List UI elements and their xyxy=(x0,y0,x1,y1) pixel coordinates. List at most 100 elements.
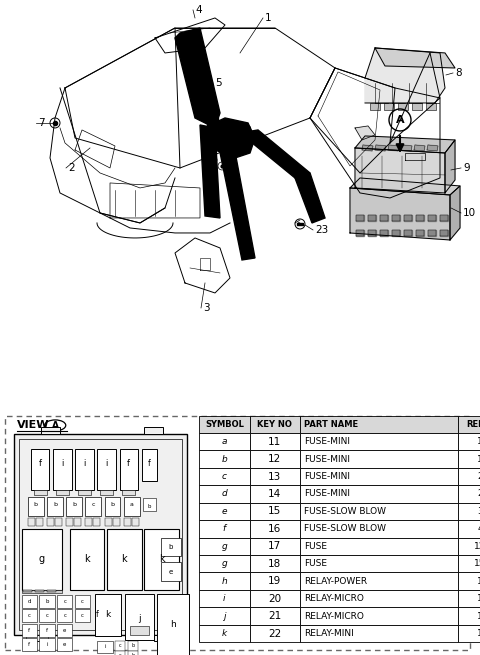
Bar xyxy=(157,593,189,655)
Bar xyxy=(250,433,300,451)
Bar xyxy=(458,415,480,433)
Bar xyxy=(36,518,43,526)
Text: 10A: 10A xyxy=(477,594,480,603)
Text: c: c xyxy=(81,599,84,604)
Text: c: c xyxy=(92,502,95,507)
Bar xyxy=(22,624,37,637)
Bar xyxy=(124,496,140,516)
Text: g: g xyxy=(39,554,45,564)
Text: A: A xyxy=(52,421,59,430)
Polygon shape xyxy=(240,130,310,178)
Polygon shape xyxy=(392,215,400,221)
Bar xyxy=(34,491,47,495)
Polygon shape xyxy=(428,230,436,236)
Bar xyxy=(384,103,394,110)
Text: e: e xyxy=(63,642,67,647)
Bar xyxy=(22,590,62,593)
Polygon shape xyxy=(440,215,448,221)
Bar xyxy=(300,415,458,433)
Text: c: c xyxy=(81,612,84,618)
Bar xyxy=(107,529,142,590)
Bar xyxy=(39,595,55,608)
Bar xyxy=(75,609,90,622)
Bar xyxy=(161,562,181,581)
Bar xyxy=(26,635,48,641)
Bar xyxy=(39,624,55,637)
Bar xyxy=(250,590,300,607)
Text: h: h xyxy=(170,620,176,629)
Bar xyxy=(39,638,55,651)
Bar xyxy=(144,529,179,590)
Bar xyxy=(199,625,250,642)
Bar xyxy=(57,595,72,608)
Text: k: k xyxy=(106,610,110,619)
Text: 11: 11 xyxy=(268,437,281,447)
Bar xyxy=(93,518,100,526)
Bar xyxy=(31,449,49,491)
Polygon shape xyxy=(200,125,220,218)
Text: c: c xyxy=(28,612,31,618)
Text: VIEW: VIEW xyxy=(17,421,49,430)
Text: k: k xyxy=(159,554,165,564)
Text: 25A: 25A xyxy=(477,489,480,498)
Text: 10A: 10A xyxy=(477,629,480,638)
Bar xyxy=(199,451,250,468)
Bar xyxy=(97,449,116,491)
Bar xyxy=(41,426,60,434)
Bar xyxy=(412,103,422,110)
Text: 13: 13 xyxy=(268,472,281,481)
Bar xyxy=(70,529,104,590)
Bar xyxy=(85,496,101,516)
Text: g: g xyxy=(222,559,227,569)
Text: b: b xyxy=(110,502,115,507)
Bar xyxy=(458,520,480,538)
Polygon shape xyxy=(356,215,364,221)
Bar xyxy=(23,590,32,592)
Bar xyxy=(125,593,154,641)
Bar xyxy=(55,518,62,526)
Bar xyxy=(39,609,55,622)
Text: h: h xyxy=(222,576,227,586)
Text: 7: 7 xyxy=(38,118,45,128)
Bar xyxy=(78,491,91,495)
Polygon shape xyxy=(295,173,325,223)
Text: i: i xyxy=(106,458,108,468)
Bar xyxy=(199,572,250,590)
Text: b: b xyxy=(72,502,76,507)
Bar xyxy=(22,638,37,651)
Bar xyxy=(22,609,37,622)
Bar xyxy=(154,635,175,641)
Bar xyxy=(458,433,480,451)
Text: FUSE-MINI: FUSE-MINI xyxy=(304,472,350,481)
Text: e: e xyxy=(222,507,227,516)
Bar xyxy=(300,485,458,503)
Bar xyxy=(115,650,125,655)
Text: 20: 20 xyxy=(268,593,281,604)
Bar xyxy=(142,449,157,481)
Text: FUSE: FUSE xyxy=(304,542,327,551)
Bar xyxy=(458,555,480,572)
Polygon shape xyxy=(427,145,438,151)
Text: b: b xyxy=(45,599,49,604)
Text: FUSE-SLOW BLOW: FUSE-SLOW BLOW xyxy=(304,525,386,533)
Bar xyxy=(458,485,480,503)
Bar xyxy=(250,607,300,625)
Bar xyxy=(22,529,62,590)
Text: FUSE-MINI: FUSE-MINI xyxy=(304,455,350,464)
Text: RELAY-MICRO: RELAY-MICRO xyxy=(304,612,364,620)
Text: 125A: 125A xyxy=(474,542,480,551)
Text: c: c xyxy=(222,472,227,481)
Polygon shape xyxy=(355,126,375,140)
Bar xyxy=(35,590,44,592)
Bar xyxy=(143,498,156,512)
Bar xyxy=(122,491,135,495)
Text: 17: 17 xyxy=(268,541,281,552)
Polygon shape xyxy=(416,215,424,221)
Text: 10A: 10A xyxy=(477,576,480,586)
Text: 22: 22 xyxy=(268,629,281,639)
Polygon shape xyxy=(392,230,400,236)
Text: k: k xyxy=(121,554,127,564)
Text: c: c xyxy=(119,643,121,648)
Text: e: e xyxy=(63,628,67,633)
Bar xyxy=(57,638,72,651)
